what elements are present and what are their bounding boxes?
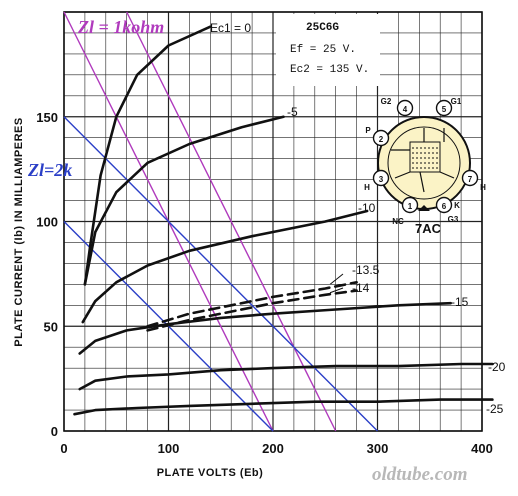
pin-label: G1 (451, 97, 462, 106)
load-line-label-1kohm: Zl = 1kohm (77, 17, 164, 37)
x-axis-label: PLATE VOLTS (Eb) (157, 467, 264, 479)
curve-label: -13.5 (352, 263, 380, 277)
tube-info-box: 25C6G Ef = 25 V. Ec2 = 135 V. (276, 14, 380, 86)
curve-5 (83, 115, 285, 286)
pin-number: 3 (379, 175, 384, 184)
grid-structure-icon (412, 147, 438, 169)
curve-label: -10 (358, 201, 376, 215)
base-inner-circle (387, 126, 461, 200)
plate-curves (73, 25, 494, 416)
y-axis-label: PLATE CURRENT (Ib) IN MILLIAMPERES (13, 117, 25, 346)
pin-number: 4 (403, 105, 408, 114)
curve-25 (73, 398, 494, 416)
curve-13-5 (146, 281, 358, 328)
electrode-leads-icon (391, 128, 455, 193)
watermark: oldtube.com (372, 464, 468, 485)
tube-type-title: 25C6G (306, 22, 339, 34)
curve-labels: -5 -10 -13.5 -14 -15 -20 -25 Ec1 = 0 (210, 21, 506, 416)
curve-10 (81, 209, 369, 324)
curve-label: -14 (352, 281, 370, 295)
base-type-label: 7AC (415, 221, 442, 236)
filament-voltage: Ef = 25 V. (290, 44, 356, 56)
pin-number: 5 (442, 105, 447, 114)
screen-voltage: Ec2 = 135 V. (290, 64, 369, 76)
pin-circle (435, 196, 453, 214)
pin-label: H (480, 183, 486, 192)
pin-circle (461, 169, 479, 187)
pin-circle (372, 129, 390, 147)
label-leader (329, 287, 344, 294)
y-tick-label: 0 (51, 424, 58, 439)
curve-20 (78, 362, 494, 391)
curve-label: -5 (287, 105, 298, 119)
x-tick-label: 300 (367, 441, 389, 456)
x-tick-label: 400 (471, 441, 493, 456)
load-line-2k (63, 116, 378, 432)
y-tick-label: 100 (36, 215, 58, 230)
pin-circle (396, 99, 414, 117)
pin-label: G3 (448, 215, 459, 224)
x-tick-label: 0 (60, 441, 67, 456)
load-line-label-2k: Zl=2k (27, 160, 72, 180)
label-leader (329, 273, 344, 285)
curve-label: -15 (451, 295, 469, 309)
pin-label: G2 (381, 97, 392, 106)
curve-label: -20 (488, 360, 506, 374)
y-tick-label: 150 (36, 110, 58, 125)
x-tick-label: 100 (158, 441, 180, 456)
load-line-1kohm (126, 11, 337, 432)
y-tick-label: 50 (44, 319, 58, 334)
pin-number: 6 (442, 202, 447, 211)
base-cathode-sleeve (409, 141, 441, 173)
pin-label: NC (392, 217, 404, 226)
tick-labels: 0 100 200 300 400 0 50 100 150 (36, 110, 493, 456)
pin-number: 2 (379, 135, 384, 144)
curve-ec10 (83, 25, 212, 286)
pin-label: H (364, 183, 370, 192)
curve-15 (78, 301, 452, 355)
pin-circle (401, 196, 419, 214)
curve-label: -25 (486, 402, 504, 416)
curve-label-ec1-0: Ec1 = 0 (210, 21, 251, 35)
pin-number: 1 (408, 202, 413, 211)
pin-number: 7 (468, 175, 473, 184)
x-tick-label: 200 (262, 441, 284, 456)
pin-label: K (454, 201, 460, 210)
pin-circle (372, 169, 390, 187)
key-notch-icon (418, 205, 430, 211)
pin-label: P (365, 126, 371, 135)
pin-circle (435, 99, 453, 117)
